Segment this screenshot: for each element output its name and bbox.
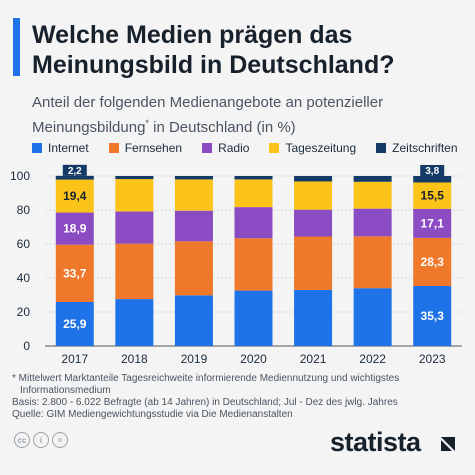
chart-subtitle: Anteil der folgenden Medienangebote an p…: [32, 93, 462, 138]
legend-item-zeitschriften: Zeitschriften: [376, 141, 458, 155]
no-derivatives-icon: =: [52, 432, 68, 448]
legend-label: Fernsehen: [124, 141, 183, 155]
bar-segment-zeitschriften-2018: [115, 176, 154, 180]
bar-segment-internet-2023: [413, 285, 452, 346]
bar-segment-fernsehen-2022: [353, 236, 392, 289]
x-tick-label: 2018: [121, 352, 148, 366]
bar-segment-tageszeitung-2023: [413, 182, 452, 209]
bar-segment-radio-2023: [413, 208, 452, 238]
legend-label: Radio: [218, 141, 250, 155]
bar-segment-zeitschriften-2017: [55, 175, 94, 180]
chart-legend: Internet Fernsehen Radio Tageszeitung Zeitsc…: [32, 140, 458, 156]
bar-segment-zeitschriften-2019: [174, 176, 213, 180]
attribution-icon: i: [33, 432, 49, 448]
legend-swatch: [202, 143, 213, 153]
bar-segment-zeitschriften-2020: [234, 176, 273, 180]
bar-segment-internet-2018: [115, 299, 154, 346]
legend-label: Internet: [48, 141, 89, 155]
x-tick-label: 2017: [61, 352, 88, 366]
legend-item-fernsehen: Fernsehen: [108, 141, 183, 155]
legend-item-radio: Radio: [202, 141, 249, 155]
footnote-definition-cont: Informationsmedium: [20, 385, 111, 396]
bar-segment-fernsehen-2021: [294, 236, 333, 290]
creative-commons-icon: cc: [14, 432, 30, 448]
data-label: 17,1: [421, 216, 445, 230]
bar-segment-tageszeitung-2019: [174, 179, 213, 211]
x-tick-label: 2023: [419, 352, 446, 366]
bar-segment-radio-2021: [294, 209, 333, 237]
bar-segment-tageszeitung-2018: [115, 179, 154, 212]
bar-segment-internet-2021: [294, 289, 333, 346]
chart-title: Welche Medien prägen das Meinungsbild in…: [32, 21, 395, 79]
data-label: 18,9: [63, 222, 87, 236]
bar-segment-zeitschriften-2022: [353, 176, 392, 182]
bar-segment-tageszeitung-2021: [294, 181, 333, 210]
bar-segment-radio-2017: [55, 212, 94, 245]
bar-segment-fernsehen-2019: [174, 241, 213, 296]
data-label: 35,3: [421, 309, 445, 323]
data-label: 3,8: [425, 166, 439, 177]
bar-segment-radio-2018: [115, 211, 154, 244]
brand-logo: statista: [330, 427, 421, 457]
legend-swatch: [108, 143, 119, 153]
data-label: 19,4: [63, 189, 87, 203]
data-label: 15,5: [421, 189, 445, 203]
x-tick-label: 2020: [240, 352, 267, 366]
data-label: 2,2: [68, 166, 82, 177]
y-tick-label: 80: [17, 203, 31, 217]
legend-swatch: [269, 143, 280, 153]
bar-segment-tageszeitung-2022: [353, 181, 392, 209]
data-label-box: [62, 164, 87, 176]
bar-segment-internet-2019: [174, 295, 213, 346]
bar-segment-internet-2017: [55, 301, 94, 346]
footnote-source: Quelle: GIM Mediengewichtungsstudie via …: [12, 409, 293, 420]
y-tick-label: 40: [17, 271, 31, 285]
x-tick-label: 2019: [181, 352, 208, 366]
data-label: 33,7: [63, 266, 87, 280]
x-tick-label: 2021: [300, 352, 327, 366]
title-accent-bar: [13, 18, 20, 76]
license-icons: cc i =: [14, 432, 68, 448]
legend-item-tageszeitung: Tageszeitung: [269, 141, 356, 155]
bar-segment-tageszeitung-2020: [234, 179, 273, 208]
bar-segment-tageszeitung-2017: [55, 179, 94, 213]
bar-segment-fernsehen-2020: [234, 238, 273, 291]
bar-segment-internet-2020: [234, 290, 273, 346]
subtitle-text: Anteil der folgenden Medienangebote an p…: [32, 94, 384, 136]
bar-segment-fernsehen-2023: [413, 237, 452, 286]
bar-segment-zeitschriften-2021: [294, 176, 333, 182]
footnote-definition: * Mittelwert Marktanteile Tagesreichweit…: [12, 373, 400, 384]
footnote-basis: Basis: 2.800 - 6.022 Befragte (ab 14 Jah…: [12, 397, 398, 408]
data-label: 28,3: [421, 255, 445, 269]
x-tick-label: 2022: [359, 352, 386, 366]
y-tick-label: 0: [23, 339, 30, 353]
y-tick-label: 100: [10, 169, 30, 183]
bar-segment-radio-2022: [353, 208, 392, 237]
bar-segment-radio-2020: [234, 207, 273, 239]
subtitle-footnote-mark: *: [145, 118, 149, 128]
y-tick-label: 20: [17, 305, 31, 319]
subtitle-text-end: in Deutschland (in %): [148, 119, 296, 136]
bar-segment-fernsehen-2018: [115, 243, 154, 300]
footnotes: * Mittelwert Marktanteile Tagesreichweit…: [12, 373, 462, 421]
legend-label: Zeitschriften: [392, 141, 458, 155]
legend-item-internet: Internet: [32, 141, 89, 155]
bar-segment-zeitschriften-2023: [413, 176, 452, 183]
data-label-box: [420, 165, 445, 176]
statista-logo-icon: [441, 437, 455, 451]
legend-label: Tageszeitung: [285, 141, 357, 155]
bar-segment-internet-2022: [353, 288, 392, 346]
y-tick-label: 60: [17, 237, 31, 251]
legend-swatch: [376, 143, 387, 153]
legend-swatch: [32, 143, 42, 153]
bar-segment-fernsehen-2017: [55, 244, 94, 302]
data-label: 25,9: [63, 317, 87, 331]
bar-segment-radio-2019: [174, 210, 213, 242]
